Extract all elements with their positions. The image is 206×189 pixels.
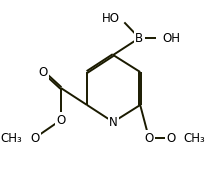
Text: CH₃: CH₃ <box>183 132 205 145</box>
Text: B: B <box>135 32 143 44</box>
Text: O: O <box>56 114 66 126</box>
Text: CH₃: CH₃ <box>1 132 22 145</box>
Text: N: N <box>109 115 118 129</box>
Text: O: O <box>30 132 39 145</box>
Text: OH: OH <box>162 32 180 44</box>
Text: HO: HO <box>102 12 120 25</box>
Text: O: O <box>166 132 175 145</box>
Text: O: O <box>39 66 48 78</box>
Text: O: O <box>144 132 153 145</box>
